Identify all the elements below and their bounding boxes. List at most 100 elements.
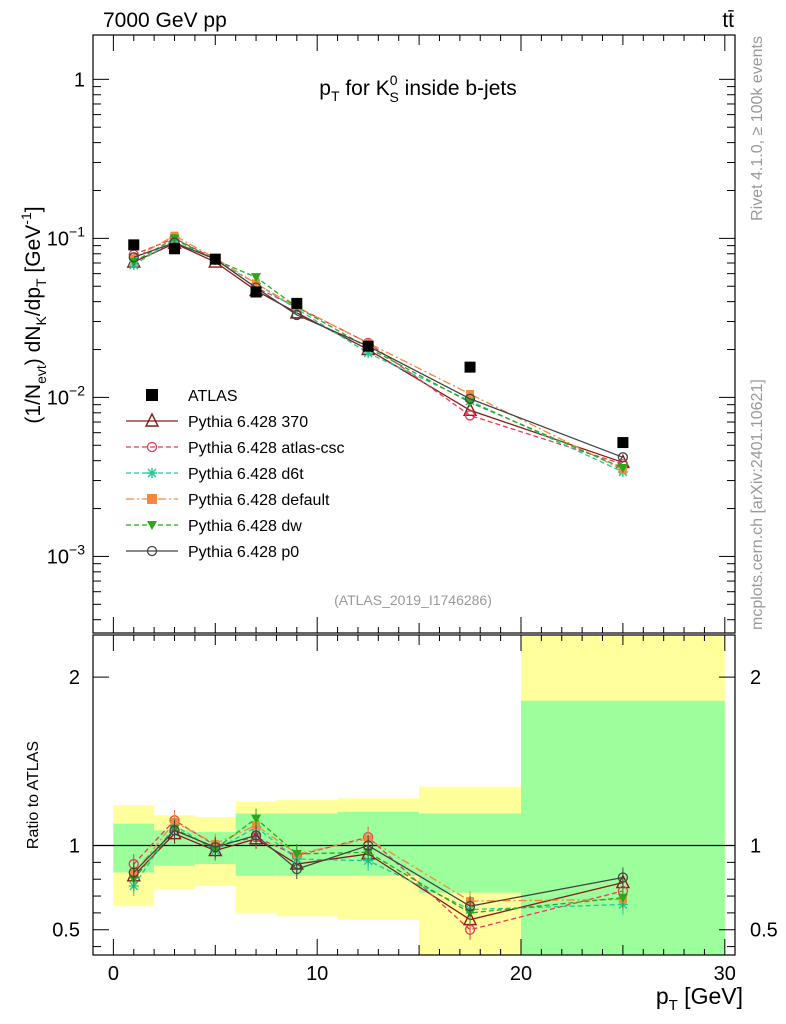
xlabel-t: T [669,997,678,1014]
xlabel-p: p [656,983,669,1009]
analysis-watermark: (ATLAS_2019_I1746286) [334,592,492,608]
ylabel-e: /dp [22,287,45,316]
ratio-y-tick-label-left: 1 [69,836,80,858]
ylabel-d: K [33,316,49,326]
main-y-tick-label: 10−2 [47,382,85,409]
ylabel-c: ) dN [22,326,45,366]
ylabel-a: (1/N [22,384,45,424]
main-y-tick-label: 1 [74,69,85,91]
atlas-data-point [169,243,181,255]
legend-marker-atlas [146,389,158,401]
legend-marker-default [147,494,157,504]
ratio-point-p0 [291,863,302,875]
legend: ATLAS Pythia 6.428 370 Pythia 6.428 atlas-… [126,388,345,561]
legend-label-p0: Pythia 6.428 p0 [188,544,299,561]
xlabel-unit: [GeV] [678,983,743,1009]
legend-marker-d6t [147,468,157,478]
ratio-plot-ticks: 0.5 0.51 12 20 10 20 30 [52,635,778,985]
main-y-axis-label: (1/Nevt) dNK/dpT [GeV-1] [18,206,49,423]
ylabel-i: ] [22,206,45,212]
ratio-point-dw [291,849,302,859]
title-sub-s: S [390,89,399,105]
main-point-p0 [291,309,302,321]
main-series-line-default [133,234,624,471]
ratio-y-tick-label-left: 0.5 [52,920,80,942]
main-point-dw [169,234,180,244]
legend-label-atlas_csc: Pythia 6.428 atlas-csc [188,440,345,457]
title-end: inside b-jets [399,77,517,100]
ratio-plot-marks [126,808,631,940]
x-tick-label: 30 [714,963,736,985]
title-mid: for K [340,77,390,100]
main-point-atlas_csc [464,410,476,421]
main-y-tick-label: 10−1 [47,223,85,250]
atlas-data-point [362,340,374,352]
x-tick-label: 0 [108,963,119,985]
ratio-point-dw [251,814,262,824]
legend-label-d6t: Pythia 6.428 d6t [188,466,304,483]
x-tick-label: 20 [510,963,532,985]
ratio-point-p0 [464,901,476,912]
atlas-data-point [250,286,262,298]
rivet-version-label: Rivet 4.1.0, ≥ 100k events [749,36,766,221]
main-point-p370 [462,401,478,416]
ratio-uncertainty-inner-band [337,811,420,876]
legend-marker-p0 [146,545,158,557]
ratio-plot: 0.5 0.51 12 20 10 20 30 Ratio to ATLAS pT [GeV… [25,634,778,1014]
main-point-p0 [464,393,476,404]
ratio-series-line-dw [133,817,623,914]
ratio-point-p0 [128,867,139,878]
ratio-uncertainty-inner-band [419,813,521,893]
ratio-y-tick-label-right: 0.5 [750,920,778,942]
ylabel-b: evt [33,365,49,384]
ylabel-h: -1 [18,212,34,225]
header-left-label: 7000 GeV pp [103,9,227,32]
main-y-tick-label: 10−3 [47,541,85,568]
legend-marker-dw [147,521,157,530]
legend-label-dw: Pythia 6.428 dw [188,518,302,535]
legend-marker-p370 [144,412,160,427]
legend-label-p370: Pythia 6.428 370 [188,414,308,431]
ratio-bands [93,635,735,955]
ratio-series-line-default [133,821,623,902]
main-plot: 110−110−210−3 pT for K0 S inside b-jets (… [18,34,736,634]
main-series-line-dw [133,237,624,469]
ylabel-g: [GeV [22,225,45,279]
header-right-label: tt̄ [722,9,734,32]
main-point-dw [617,463,628,473]
ratio-series-line-p0 [133,829,624,907]
title-p: p [319,77,331,100]
atlas-data-point [209,253,221,265]
ratio-point-p0 [169,825,180,836]
ratio-point-p0 [250,830,262,841]
main-series-line-d6t [133,239,624,473]
ylabel-f: T [33,278,49,287]
main-plot-marks [126,231,631,477]
atlas-data-point [291,297,303,309]
x-tick-label: 10 [306,963,328,985]
main-point-p0 [617,452,629,463]
atlas-data-point [128,239,140,251]
legend-marker-atlas_csc [146,441,158,453]
atlas-data-point [617,437,629,449]
ratio-y-tick-label-left: 2 [69,667,80,689]
ratio-y-tick-label-right: 2 [750,667,761,689]
ratio-point-p0 [210,842,221,853]
main-point-p0 [128,252,139,263]
ratio-series-line-atlas_csc [133,819,624,931]
main-point-dw [251,273,262,283]
ratio-point-p0 [617,872,629,883]
main-plot-frame [92,34,736,634]
ratio-series-line-d6t [133,824,623,911]
ratio-point-atlas_csc [464,924,476,935]
x-axis-label: pT [GeV] [656,983,743,1014]
main-plot-title: pT for K0 S inside b-jets [319,72,516,105]
title-sub-t: T [331,88,340,104]
atlas-data-point [464,361,476,373]
title-sup-0: 0 [390,72,398,88]
ratio-y-axis-label: Ratio to ATLAS [25,741,42,849]
legend-label-atlas: ATLAS [188,388,238,405]
ratio-plot-frame [92,634,736,956]
ratio-uncertainty-inner-band [521,700,725,955]
